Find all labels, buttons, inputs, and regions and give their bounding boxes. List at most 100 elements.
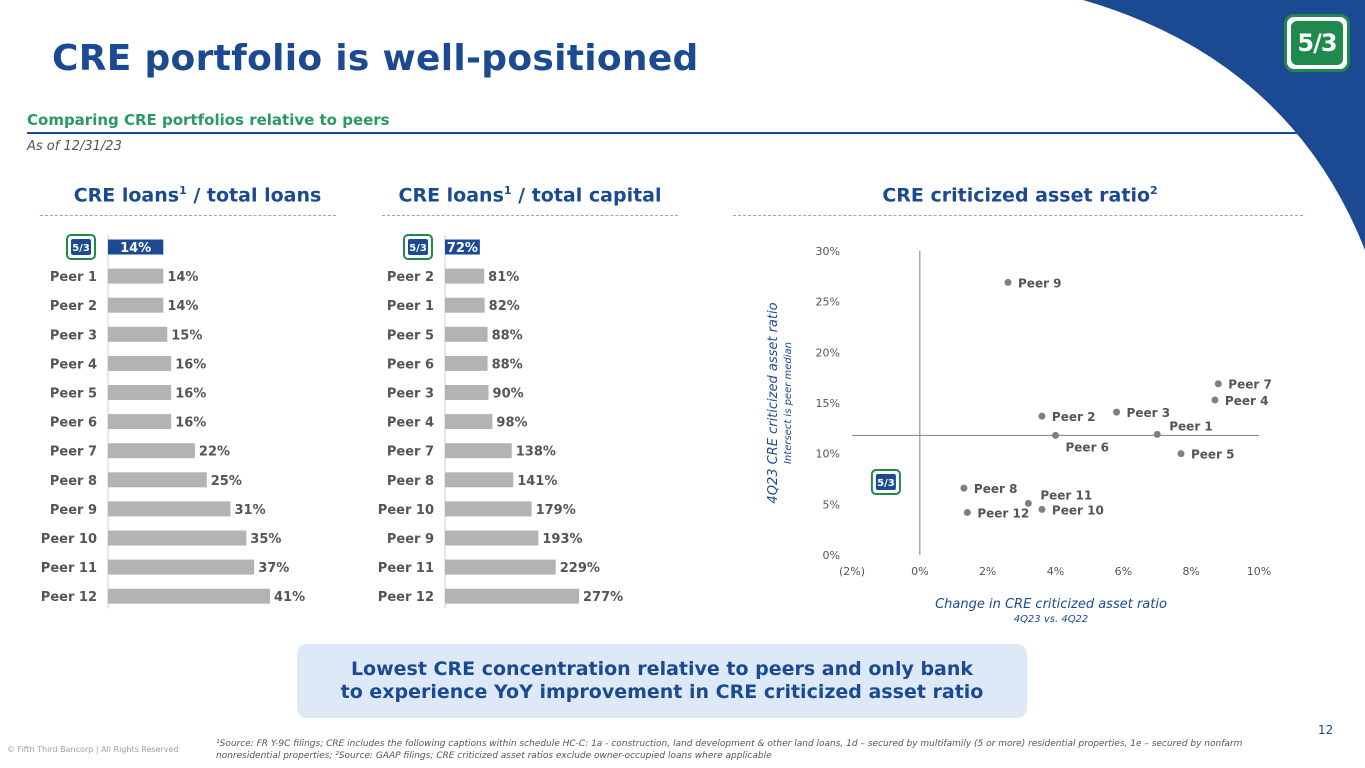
bar-category-label: Peer 5 [50,387,97,402]
bar [108,355,172,371]
scatter-point-label: Peer 8 [974,482,1018,496]
scatter-point [1113,408,1121,416]
bar-value-label: 31% [234,503,265,518]
logo-mark: 5/3 [1291,21,1343,65]
bar-value-label: 16% [175,416,206,431]
bar-value-label: 229% [560,561,600,576]
bar [108,385,172,400]
copyright: © Fifth Third Bancorp | All Rights Reser… [7,745,179,754]
scatter-point-label: Peer 4 [1225,394,1269,408]
bar-category-label: Peer 10 [41,532,97,547]
scatter-point [1038,412,1046,420]
scatter-point-label: Peer 3 [1127,406,1171,420]
bar-label-logo-2-text: 5/3 [409,243,427,254]
panel-title-loans: CRE loans1 / total loans [73,184,322,207]
bar [445,326,488,342]
bar-category-label: Peer 8 [387,474,434,489]
scatter-point [1214,380,1222,388]
scatter-point [960,484,968,492]
bar [108,559,255,575]
bar-value-label: 35% [250,532,281,547]
scatter-point-label: Peer 5 [1191,448,1235,462]
bar-highlight [108,239,164,255]
bar [445,588,579,604]
title-divider [27,132,1302,134]
page-number: 12 [1318,723,1334,737]
scatter-x-tick-label: 10% [1247,565,1271,578]
scatter-point-label: Peer 7 [1228,378,1272,392]
scatter-y-tick-label: 0% [823,549,840,562]
bar-value-label: 82% [489,299,520,314]
bar-category-label: Peer 4 [387,416,434,431]
scatter-point [1004,278,1012,286]
scatter-point [1153,430,1161,438]
scatter-y-axis-title: 4Q23 CRE criticized asset ratio [766,302,781,503]
bar-value-label: 277% [583,590,623,605]
scatter-y-tick-label: 30% [816,245,840,258]
bar-label-logo-1: 5/3 [66,234,96,260]
bar-category-label: Peer 8 [50,474,97,489]
scatter-point-logo: 5/3 [870,469,901,496]
footnote: ¹Source: FR Y-9C filings; CRE includes t… [216,739,1243,761]
bar-value-label: 14% [167,270,198,285]
bar-value-label: 22% [199,445,230,460]
scatter-point-label: Peer 12 [977,506,1029,520]
bar-category-label: Peer 9 [50,503,97,518]
bar [445,530,539,546]
scatter-point-logo-fill [875,474,896,491]
bar-value-label: 15% [171,328,202,343]
panel-divider-loans [40,215,336,216]
bar-highlight [445,239,480,255]
bar-label-logo-2-fill [408,239,428,255]
scatter-x-tick-label: 8% [1182,565,1199,578]
as-of-date: As of 12/31/23 [27,139,122,154]
scatter-point [1211,396,1219,404]
panel-divider-criticized [733,215,1303,216]
bar [108,268,164,284]
bar-value-label: 193% [542,532,582,547]
bar [108,588,270,604]
bar [108,501,231,517]
scatter-x-tick-label: 4% [1047,565,1064,578]
fifth-third-logo: 5/3 [1284,14,1350,72]
bar-value-label: 41% [274,590,305,605]
bar [445,355,488,371]
scatter-y-axis-subtitle: Intersect is peer median [783,342,794,464]
scatter-x-axis-title: Change in CRE criticized asset ratio [935,597,1167,612]
bar-category-label: Peer 7 [387,445,434,460]
scatter-x-tick-label: 2% [979,565,996,578]
scatter-point-label: Peer 11 [1040,488,1092,502]
scatter-y-tick-label: 10% [816,448,840,461]
bar [108,443,195,459]
panel-divider-capital [382,215,678,216]
bar-value-label: 138% [516,445,556,460]
page-title: CRE portfolio is well-positioned [52,38,699,79]
bar [445,472,514,488]
bar-value-label: 16% [175,387,206,402]
bar-category-label: Peer 12 [41,590,97,605]
bar-value-label: 25% [211,474,242,489]
scatter-point-label: Peer 9 [1018,276,1062,290]
scatter-point [963,508,971,516]
scatter-point [1024,499,1032,507]
panel-title-capital: CRE loans1 / total capital [398,184,662,207]
bar [445,443,512,459]
bar [445,414,493,430]
bar-value-label: 88% [492,357,523,372]
bar-value-label: 179% [536,503,576,518]
scatter-y-tick-label: 5% [823,498,840,511]
bar-label-logo-1-text: 5/3 [72,243,90,254]
scatter-x-tick-label: 6% [1115,565,1132,578]
key-takeaway-callout: Lowest CRE concentration relative to pee… [297,644,1027,718]
bar-category-label: Peer 10 [378,503,434,518]
bar-category-label: Peer 4 [50,357,97,372]
scatter-point-label: Peer 2 [1052,410,1096,424]
scatter-point-label: Peer 6 [1066,440,1110,454]
bar-category-label: Peer 3 [50,328,97,343]
scatter-point [1038,505,1046,513]
bar-category-label: Peer 6 [387,357,434,372]
scatter-x-axis-subtitle: 4Q23 vs. 4Q22 [1014,614,1089,625]
bar-category-label: Peer 1 [50,270,97,285]
scatter-point [1052,431,1059,439]
